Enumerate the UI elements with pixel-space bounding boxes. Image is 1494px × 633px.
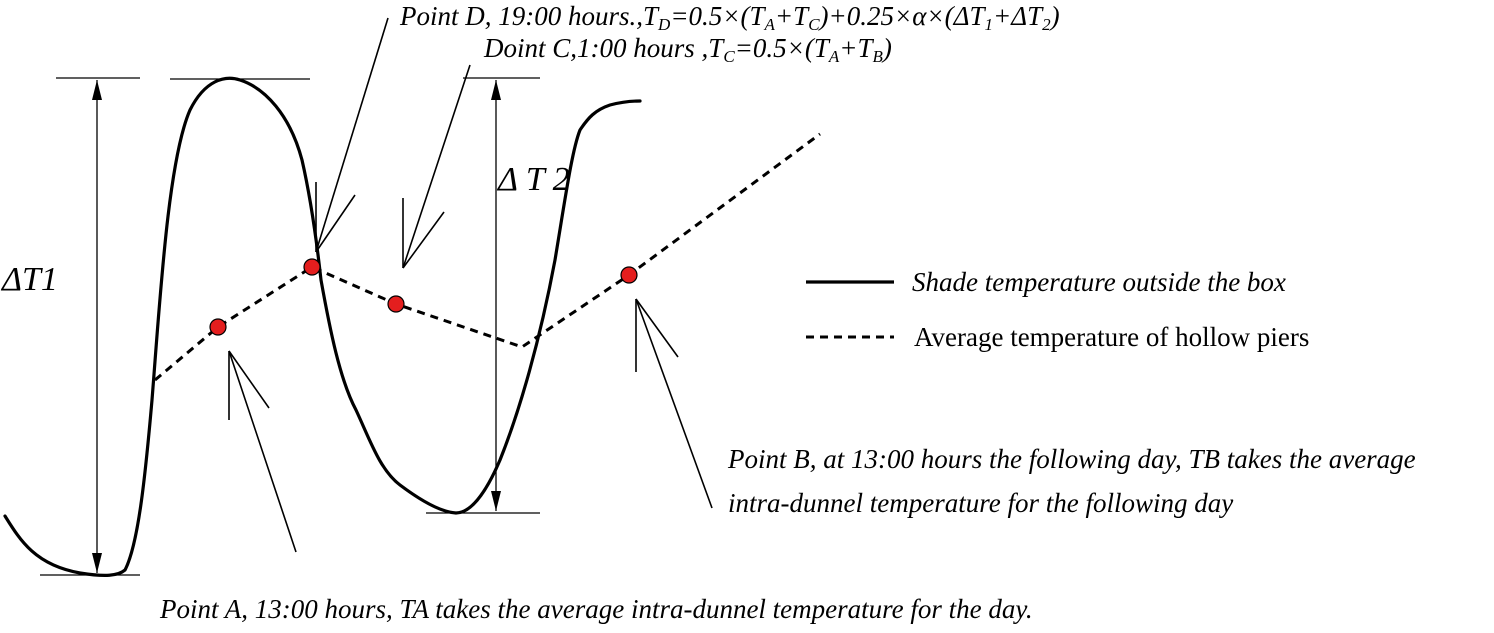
point-c-arrow-icon (402, 64, 471, 269)
point-b-annotation-line2: intra-dunnel temperature for the followi… (728, 488, 1233, 518)
point-c-marker (387, 295, 405, 313)
point-c-annotation: Doint C,1:00 hours ,TC=0.5×(TA+TB) (483, 33, 892, 66)
dt2-label: Δ T 2 (496, 161, 570, 198)
point-b-annotation-line1: Point B, at 13:00 hours the following da… (727, 444, 1416, 474)
dt2-arrow-up-icon (491, 80, 501, 100)
point-d-arrow-icon (315, 17, 389, 253)
point-d-annotation: Point D, 19:00 hours.,TD=0.5×(TA+TC)+0.2… (399, 1, 1060, 34)
point-b-marker (620, 266, 638, 284)
point-a-arrow-icon (228, 350, 297, 553)
point-a-annotation: Point A, 13:00 hours, TA takes the avera… (159, 594, 1033, 624)
pier-average-temperature-line (154, 132, 821, 382)
legend-dashed-label: Average temperature of hollow piers (914, 322, 1309, 352)
dt1-label: ΔT1 (0, 261, 58, 298)
point-a-marker (209, 318, 227, 336)
shade-temperature-curve (3, 76, 642, 577)
point-d-marker (303, 258, 321, 276)
dt2-arrow-down-icon (491, 491, 501, 511)
dt1-arrow-up-icon (92, 80, 102, 100)
point-b-arrow-icon (635, 298, 713, 509)
dt1-arrow-down-icon (92, 553, 102, 573)
legend-solid-label: Shade temperature outside the box (912, 267, 1286, 297)
